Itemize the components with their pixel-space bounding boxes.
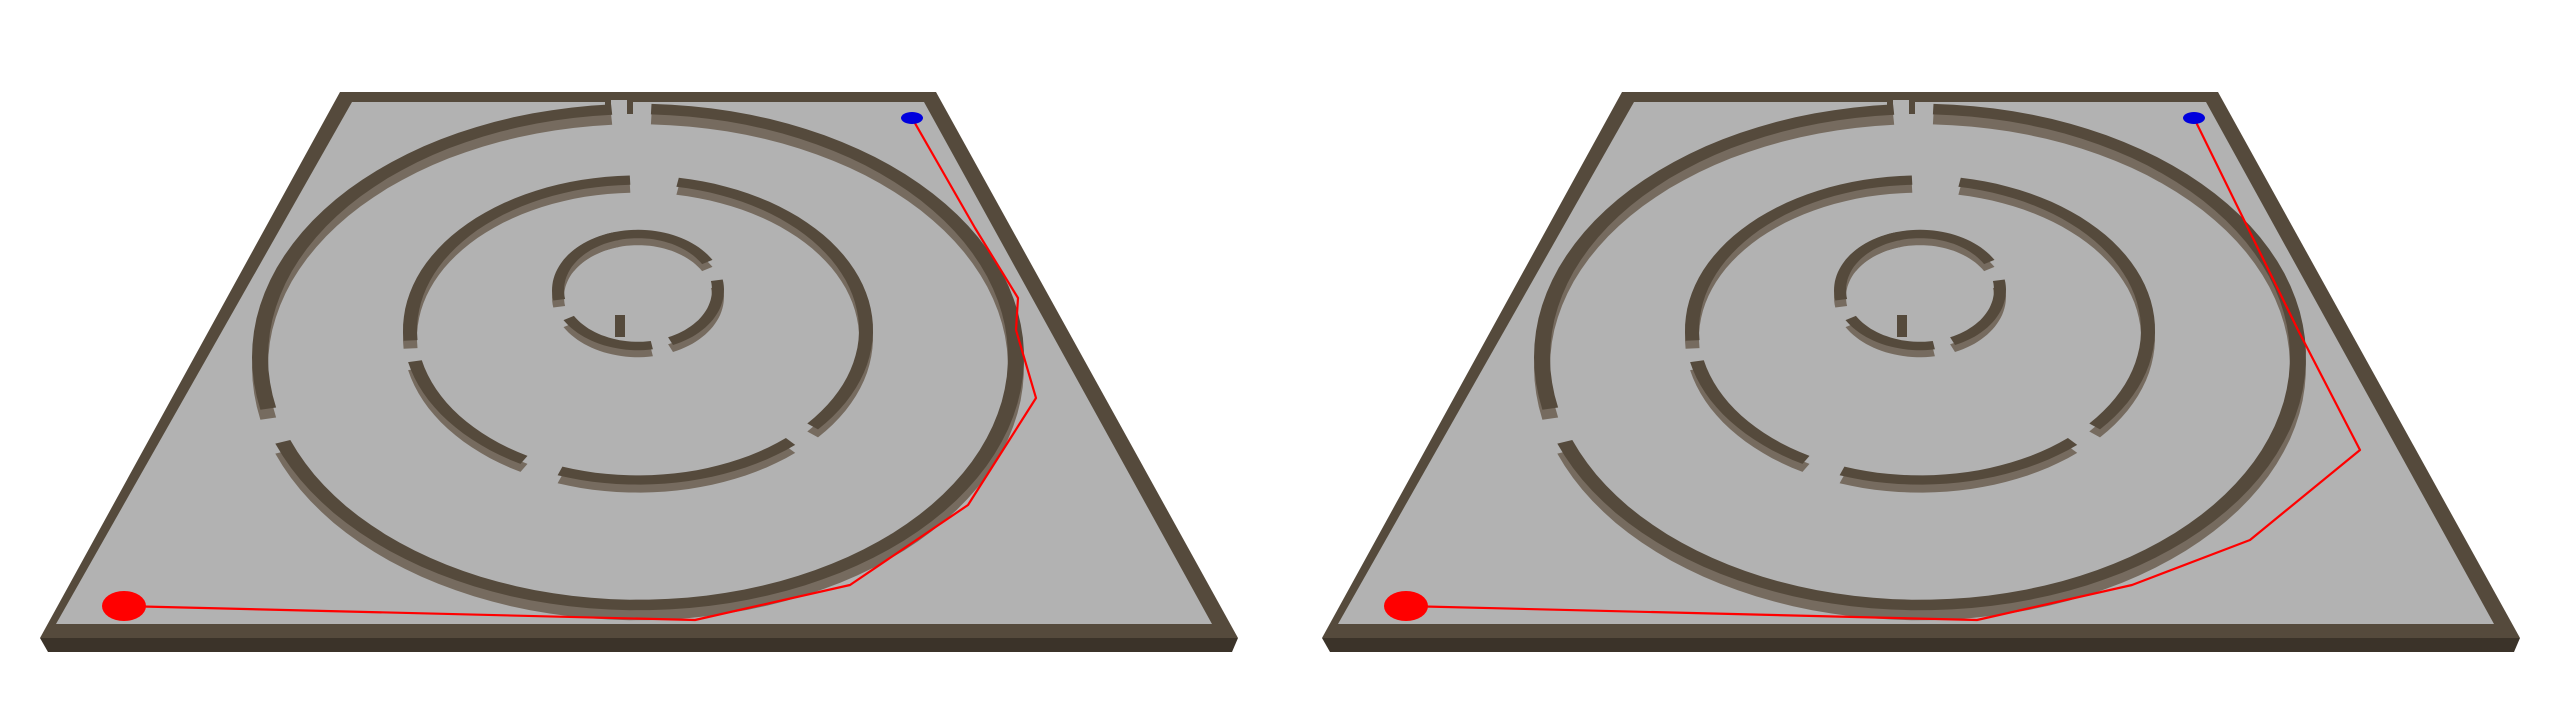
maze-wall-ring-2-segment — [408, 360, 528, 464]
maze-wall-ring-2-segment — [1685, 175, 1913, 341]
start-marker — [102, 591, 146, 621]
floor-surface — [56, 102, 1212, 624]
solution-path — [121, 117, 1038, 622]
maze-wall-ring-2-segment — [1839, 438, 2078, 485]
maze-wall-ring-2-segment — [557, 438, 796, 485]
maze-wall-ring-3-segment — [1834, 231, 1901, 301]
entrance-gap — [611, 100, 627, 118]
solution-path — [1403, 117, 2362, 622]
maze-wall-ring-2-segment — [1690, 360, 1810, 464]
maze-wall-ring-2-face — [557, 446, 796, 493]
maze-wall-ring-3-segment — [563, 315, 653, 351]
maze-wall-ring-3-segment — [668, 279, 724, 345]
entrance-gap — [1893, 100, 1909, 118]
floor-surface — [1338, 102, 2494, 624]
maze-wall-ring-2-segment — [1958, 177, 2155, 430]
maze-wall-ring-3-segment — [1950, 279, 2006, 345]
maze-panel-left — [40, 92, 1238, 652]
maze-wall-ring-2-face — [1685, 183, 1913, 349]
maze-wall-ring-3-segment — [1845, 315, 1935, 351]
maze-panel-right — [1322, 92, 2520, 652]
maze-wall-ring-3-segment — [552, 231, 619, 301]
floor-edge — [1322, 638, 2520, 652]
maze-wall-spoke — [615, 315, 625, 337]
maze-wall-ring-2-segment — [403, 175, 631, 341]
goal-marker — [2183, 112, 2205, 124]
maze-wall-ring-2-segment — [676, 177, 873, 430]
floor-edge — [40, 638, 1238, 652]
maze-wall-spoke — [1897, 315, 1907, 337]
maze-wall-ring-2-face — [1839, 446, 2078, 493]
maze-wall-ring-2-face — [403, 183, 631, 349]
goal-marker — [901, 112, 923, 124]
start-marker — [1384, 591, 1428, 621]
